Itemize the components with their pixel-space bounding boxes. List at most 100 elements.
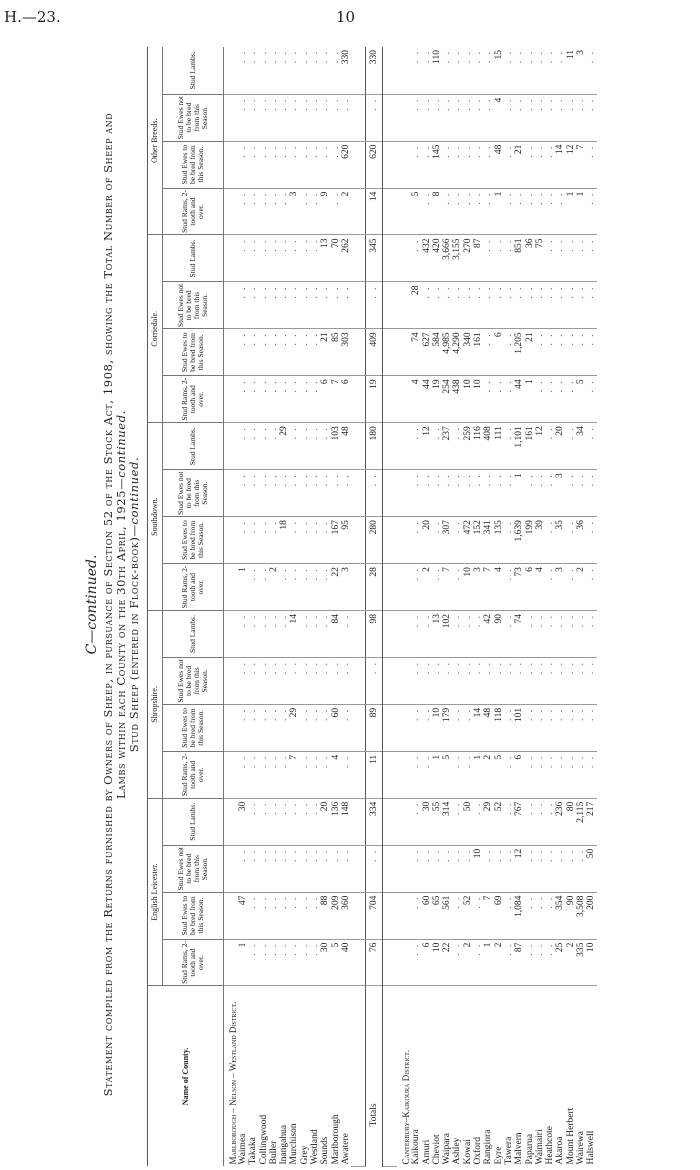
empty-cell: . . xyxy=(365,281,383,329)
empty-cell: . . xyxy=(534,469,546,517)
empty-cell: . . xyxy=(586,94,597,142)
blank-cell xyxy=(351,845,366,893)
empty-cell: . . xyxy=(320,469,331,517)
empty-cell: . . xyxy=(310,704,321,752)
blank-cell xyxy=(397,328,412,376)
column-header-county: Name of County. xyxy=(147,986,224,1167)
value-cell: 584 xyxy=(431,328,443,376)
empty-cell: . . xyxy=(473,469,484,517)
blank-cell xyxy=(223,94,238,142)
value-cell: 2 xyxy=(576,563,587,611)
empty-cell: . . xyxy=(503,469,515,517)
blank-cell xyxy=(397,422,412,470)
empty-cell: . . xyxy=(493,657,504,705)
empty-cell: . . xyxy=(310,47,321,95)
empty-cell: . . xyxy=(289,94,300,142)
value-cell: 345 xyxy=(365,235,383,282)
empty-cell: . . xyxy=(268,845,280,893)
subcolumn-header: Stud Ewes to be bred from this Season. xyxy=(162,328,224,376)
empty-cell: . . xyxy=(534,94,546,142)
table-row: Kaikoura. .. .. .. .. .. .. .. .. .. .. … xyxy=(411,47,422,1167)
subcolumn-header: Stud Rams, 2-tooth and over. xyxy=(162,375,224,423)
empty-cell: . . xyxy=(524,610,535,658)
empty-cell: . . xyxy=(238,328,249,376)
table-row: Oxford. .. . 10. . 1 14. .. . 3 152. . 116 10 16… xyxy=(473,47,484,1167)
value-cell: 30 xyxy=(238,798,249,846)
value-cell: 3 xyxy=(576,47,587,95)
blank-cell xyxy=(223,845,238,893)
blank-cell xyxy=(351,986,366,1167)
empty-cell: . . xyxy=(258,422,269,470)
table-row: Amuri 6 60. . 30. .. .. .. . 2 20. . 12 44 627. … xyxy=(421,47,432,1167)
value-cell: 69 xyxy=(493,892,504,940)
empty-cell: . . xyxy=(452,516,463,564)
empty-cell: . . xyxy=(289,235,300,282)
empty-cell: . . xyxy=(320,281,331,329)
blank-cell xyxy=(382,94,398,142)
value-cell: 1,084 xyxy=(514,892,525,940)
value-cell: 1 xyxy=(238,563,249,611)
value-cell: 2 xyxy=(462,939,474,986)
empty-cell: . . xyxy=(279,94,290,142)
empty-cell: . . xyxy=(483,47,494,95)
empty-cell: . . xyxy=(462,94,474,142)
value-cell: 89 xyxy=(365,704,383,752)
empty-cell: . . xyxy=(299,47,311,95)
empty-cell: . . xyxy=(483,469,494,517)
county-name: Akaroa xyxy=(555,1136,566,1165)
blank-cell xyxy=(382,516,398,564)
spacer-row xyxy=(351,47,366,1167)
empty-cell: . . xyxy=(514,94,525,142)
empty-cell: . . xyxy=(238,469,249,517)
empty-cell: . . xyxy=(268,892,280,940)
empty-cell: . . xyxy=(320,657,331,705)
value-cell: 199 xyxy=(524,516,535,564)
empty-cell: . . xyxy=(268,610,280,658)
empty-cell: . . xyxy=(258,141,269,189)
empty-cell: . . xyxy=(586,563,597,611)
empty-cell: . . xyxy=(442,141,453,189)
value-cell: 7 xyxy=(483,892,494,940)
value-cell: 70 xyxy=(330,235,341,282)
empty-cell: . . xyxy=(248,235,259,282)
empty-cell: . . xyxy=(268,188,280,235)
value-cell: 340 xyxy=(462,328,474,376)
value-cell: 98 xyxy=(365,610,383,658)
empty-cell: . . xyxy=(330,141,341,189)
value-cell: 14 xyxy=(289,610,300,658)
empty-cell: . . xyxy=(268,516,280,564)
blank-cell xyxy=(351,892,366,940)
value-cell: 101 xyxy=(514,704,525,752)
empty-cell: . . xyxy=(268,94,280,142)
value-cell: 4 xyxy=(411,375,422,423)
value-cell: 1 xyxy=(524,375,535,423)
empty-cell: . . xyxy=(586,704,597,752)
value-cell: 36 xyxy=(576,516,587,564)
blank-cell xyxy=(397,751,412,799)
empty-cell: . . xyxy=(258,563,269,611)
table-row: Eyre 2 69. . 52 5 118. . 90 4 135. . 111. .6. .. … xyxy=(493,47,504,1167)
empty-cell: . . xyxy=(514,281,525,329)
value-cell: 4,290 xyxy=(452,328,463,376)
value-cell: 341 xyxy=(483,516,494,564)
empty-cell: . . xyxy=(310,375,321,423)
empty-cell: . . xyxy=(483,657,494,705)
empty-cell: . . xyxy=(514,47,525,95)
value-cell: 5 xyxy=(576,375,587,423)
empty-cell: . . xyxy=(310,469,321,517)
blank-cell xyxy=(397,845,412,893)
blank-cell xyxy=(351,704,366,752)
empty-cell: . . xyxy=(258,798,269,846)
value-cell: 29 xyxy=(279,422,290,470)
blank-cell xyxy=(397,469,412,517)
empty-cell: . . xyxy=(483,94,494,142)
county-name: Ashley xyxy=(452,1137,463,1165)
empty-cell: . . xyxy=(473,47,484,95)
empty-cell: . . xyxy=(473,188,484,235)
empty-cell: . . xyxy=(238,704,249,752)
value-cell: 13 xyxy=(431,610,443,658)
empty-cell: . . xyxy=(289,328,300,376)
empty-cell: . . xyxy=(534,845,546,893)
blank-cell xyxy=(382,188,398,235)
empty-cell: . . xyxy=(258,188,269,235)
